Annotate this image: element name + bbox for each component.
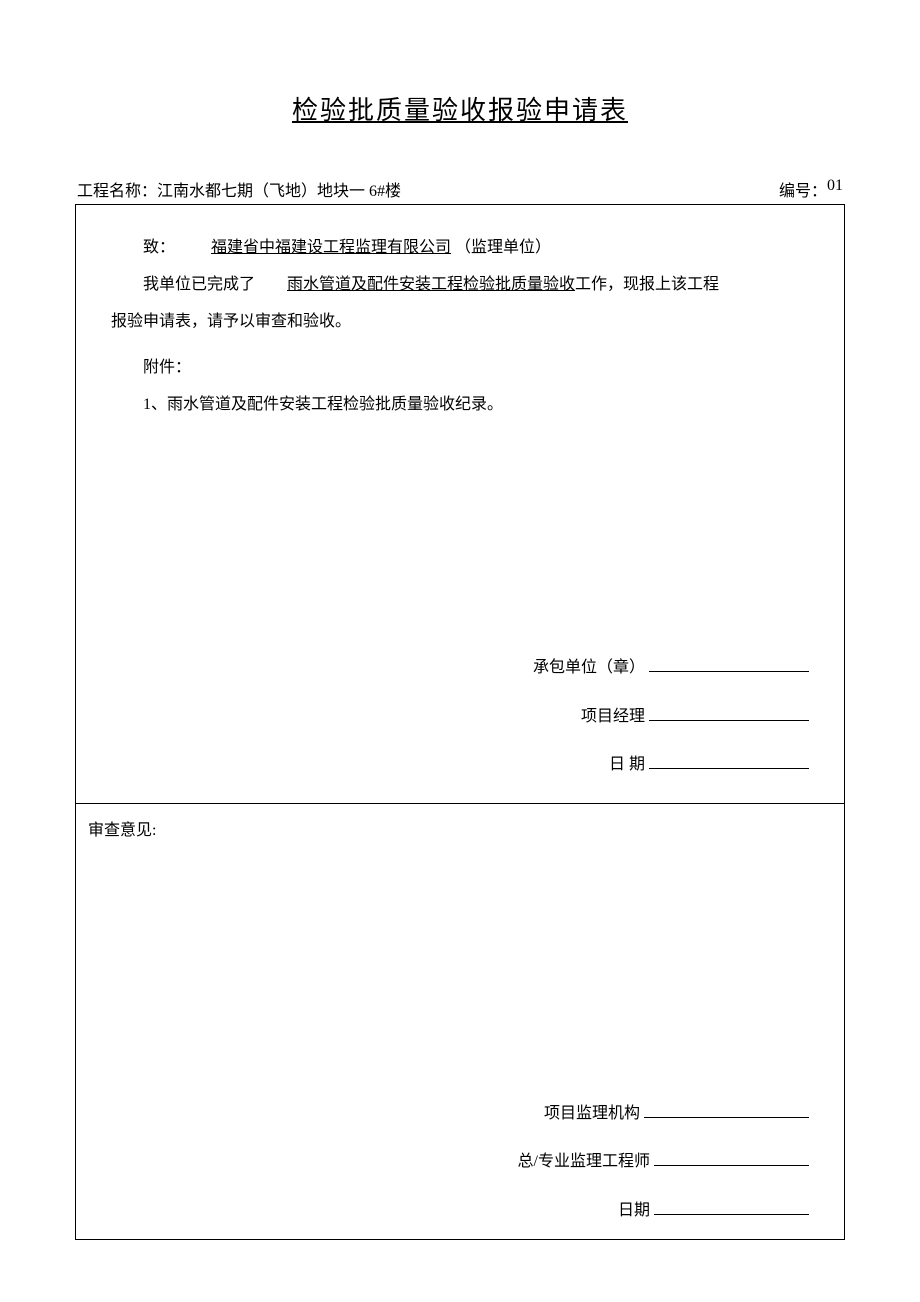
supervisor-org-label: 项目监理机构 bbox=[544, 1101, 640, 1127]
contractor-seal-row: 承包单位（章） bbox=[111, 654, 809, 681]
engineer-label: 总/专业监理工程师 bbox=[518, 1149, 650, 1175]
contractor-label: 承包单位（章） bbox=[533, 655, 645, 681]
project-name-field: 工程名称： 江南水都七期（飞地）地块一 6#楼 bbox=[77, 177, 401, 201]
date-row-top: 日 期 bbox=[111, 751, 809, 778]
engineer-row: 总/专业监理工程师 bbox=[86, 1148, 809, 1175]
complete-prefix: 我单位已完成了 bbox=[143, 276, 255, 293]
attachment-item-1: 1、雨水管道及配件安装工程检验批质量验收纪录。 bbox=[111, 387, 809, 424]
form-container: 致： 福建省中福建设工程监理有限公司 （监理单位） 我单位已完成了雨水管道及配件… bbox=[75, 204, 845, 1240]
attachment-block: 附件： 1、雨水管道及配件安装工程检验批质量验收纪录。 bbox=[111, 350, 809, 424]
application-section: 致： 福建省中福建设工程监理有限公司 （监理单位） 我单位已完成了雨水管道及配件… bbox=[76, 205, 844, 804]
date-blank-bottom[interactable] bbox=[654, 1197, 809, 1215]
completion-paragraph: 我单位已完成了雨水管道及配件安装工程检验批质量验收 工作，现报上该工程 报验申请… bbox=[111, 267, 809, 341]
number-value: 01 bbox=[827, 177, 843, 201]
date-blank-top[interactable] bbox=[649, 751, 809, 769]
date-label-bottom: 日期 bbox=[618, 1198, 650, 1224]
pm-label: 项目经理 bbox=[581, 704, 645, 730]
project-name: 江南水都七期（飞地）地块一 6#楼 bbox=[157, 177, 401, 201]
date-row-bottom: 日期 bbox=[86, 1197, 809, 1224]
page-title: 检验批质量验收报验申请表 bbox=[75, 90, 845, 127]
to-company: 福建省中福建设工程监理有限公司 bbox=[179, 230, 451, 267]
addressee-line: 致： 福建省中福建设工程监理有限公司 （监理单位） bbox=[111, 230, 809, 267]
review-section: 审查意见: 项目监理机构 总/专业监理工程师 日期 bbox=[76, 804, 844, 1239]
supervisor-org-row: 项目监理机构 bbox=[86, 1100, 809, 1127]
pm-row: 项目经理 bbox=[111, 703, 809, 730]
form-number-field: 编号： 01 bbox=[779, 177, 843, 201]
contractor-blank[interactable] bbox=[649, 654, 809, 672]
form-header: 工程名称： 江南水都七期（飞地）地块一 6#楼 编号： 01 bbox=[75, 177, 845, 201]
request-line: 报验申请表，请予以审查和验收。 bbox=[111, 304, 809, 341]
completion-line-1: 我单位已完成了雨水管道及配件安装工程检验批质量验收 工作，现报上该工程 bbox=[111, 267, 809, 304]
review-label: 审查意见: bbox=[86, 816, 809, 840]
supervisor-org-blank[interactable] bbox=[644, 1100, 809, 1118]
complete-suffix: 工作，现报上该工程 bbox=[575, 276, 719, 293]
to-suffix: （监理单位） bbox=[455, 239, 551, 256]
supervisor-signature-block: 项目监理机构 总/专业监理工程师 日期 bbox=[86, 1100, 809, 1224]
date-label-top: 日 期 bbox=[609, 752, 645, 778]
to-label: 致： bbox=[143, 239, 175, 256]
attachment-label: 附件： bbox=[111, 350, 809, 387]
number-label: 编号： bbox=[779, 177, 827, 201]
completed-work: 雨水管道及配件安装工程检验批质量验收 bbox=[255, 267, 575, 304]
contractor-signature-block: 承包单位（章） 项目经理 日 期 bbox=[111, 654, 809, 778]
project-label: 工程名称： bbox=[77, 177, 157, 201]
pm-blank[interactable] bbox=[649, 703, 809, 721]
engineer-blank[interactable] bbox=[654, 1148, 809, 1166]
